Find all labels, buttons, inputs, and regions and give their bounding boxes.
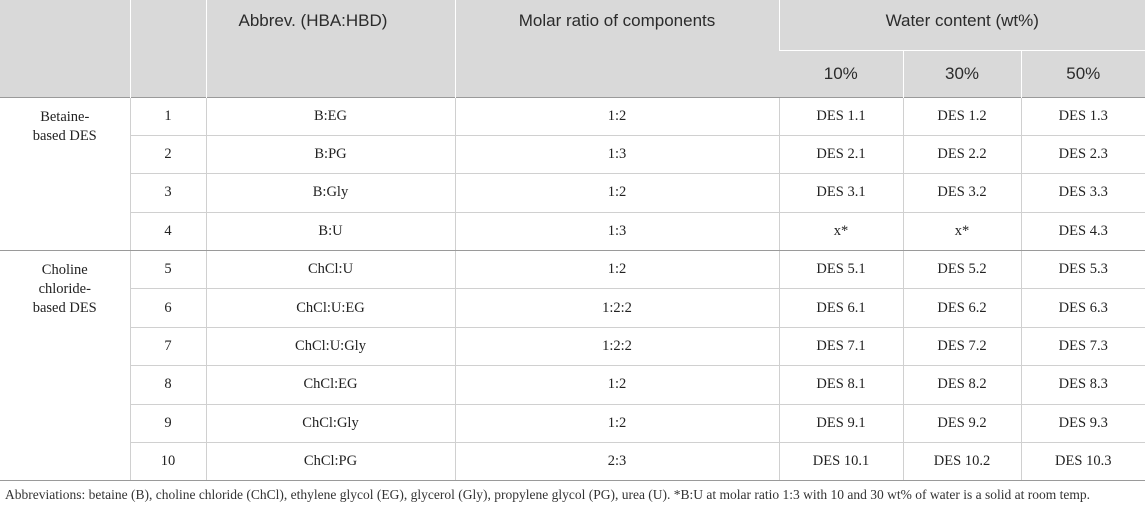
row-number: 4 — [129, 212, 206, 252]
table-row: Choline chloride- based DES 5 ChCl:U 1:2… — [0, 250, 1145, 482]
row-ratio: 1:3 — [454, 212, 779, 252]
group-label-betaine: Betaine- based DES — [0, 96, 130, 252]
row-w10: x* — [778, 212, 903, 252]
row-ratio: 1:2 — [454, 404, 779, 444]
header-water-30: 30% — [902, 49, 1021, 97]
row-number: 2 — [129, 135, 206, 175]
row-ratio: 1:3 — [454, 135, 779, 175]
row-w30: DES 6.2 — [902, 288, 1021, 328]
table-row: 9 ChCl:Gly 1:2 DES 9.1 DES 9.2 DES 9.3 — [0, 404, 1145, 444]
group-label-line: Betaine- — [40, 108, 90, 125]
group-label-choline-chloride: Choline chloride- based DES — [0, 250, 130, 482]
row-w30: DES 1.2 — [902, 96, 1021, 136]
row-w30: DES 5.2 — [902, 250, 1021, 290]
row-number: 5 — [129, 250, 206, 290]
row-w50: DES 10.3 — [1020, 442, 1145, 482]
row-abbrev: ChCl:Gly — [205, 404, 455, 444]
row-w50: DES 7.3 — [1020, 327, 1145, 367]
row-abbrev: B:Gly — [205, 173, 455, 213]
header-water-50: 50% — [1020, 49, 1145, 97]
row-w30: DES 10.2 — [902, 442, 1021, 482]
row-w10: DES 6.1 — [778, 288, 903, 328]
row-w10: DES 7.1 — [778, 327, 903, 367]
header-molar-ratio: Molar ratio of components — [454, 0, 779, 97]
group-label-line: Choline — [41, 262, 88, 279]
header-water-10: 10% — [779, 49, 903, 97]
row-abbrev: ChCl:U:Gly — [205, 327, 455, 367]
row-w50: DES 9.3 — [1020, 404, 1145, 444]
row-w30: DES 7.2 — [902, 327, 1021, 367]
row-abbrev: ChCl:EG — [205, 365, 455, 405]
row-w50: DES 2.3 — [1020, 135, 1145, 175]
row-abbrev: ChCl:U — [205, 250, 455, 290]
table-footnote: Abbreviations: betaine (B), choline chlo… — [5, 487, 1090, 502]
row-abbrev: ChCl:PG — [205, 442, 455, 482]
row-ratio: 1:2 — [454, 96, 779, 136]
header-group-column — [0, 0, 130, 97]
row-number: 10 — [129, 442, 206, 482]
row-w10: DES 9.1 — [778, 404, 903, 444]
row-ratio: 1:2 — [454, 173, 779, 213]
table-row: Betaine- based DES 1 B:EG 1:2 DES 1.1 DE… — [0, 96, 1145, 252]
group-label-line: based DES — [32, 127, 97, 144]
row-number: 1 — [129, 96, 206, 136]
row-abbrev: B:EG — [205, 96, 455, 136]
header-abbrev: Abbrev. (HBA:HBD) — [205, 0, 455, 97]
row-w10: DES 8.1 — [778, 365, 903, 405]
row-w10: DES 2.1 — [778, 135, 903, 175]
row-w10: DES 1.1 — [778, 96, 903, 136]
row-ratio: 1:2 — [454, 365, 779, 405]
row-number: 8 — [129, 365, 206, 405]
row-w50: DES 3.3 — [1020, 173, 1145, 213]
row-w50: DES 5.3 — [1020, 250, 1145, 290]
header-number-column — [129, 0, 206, 97]
table-row: 2 B:PG 1:3 DES 2.1 DES 2.2 DES 2.3 — [0, 135, 1145, 175]
row-w10: DES 3.1 — [778, 173, 903, 213]
table-row: 3 B:Gly 1:2 DES 3.1 DES 3.2 DES 3.3 — [0, 173, 1145, 213]
table-header: Abbrev. (HBA:HBD) Molar ratio of compone… — [0, 0, 1145, 97]
row-ratio: 1:2:2 — [454, 288, 779, 328]
row-abbrev: ChCl:U:EG — [205, 288, 455, 328]
row-number: 6 — [129, 288, 206, 328]
row-ratio: 1:2:2 — [454, 327, 779, 367]
row-w10: DES 5.1 — [778, 250, 903, 290]
row-w50: DES 1.3 — [1020, 96, 1145, 136]
row-abbrev: B:PG — [205, 135, 455, 175]
table-body: Betaine- based DES 1 B:EG 1:2 DES 1.1 DE… — [0, 96, 1145, 482]
row-number: 9 — [129, 404, 206, 444]
table-row: 8 ChCl:EG 1:2 DES 8.1 DES 8.2 DES 8.3 — [0, 365, 1145, 405]
row-w30: x* — [902, 212, 1021, 252]
des-composition-table: Abbrev. (HBA:HBD) Molar ratio of compone… — [0, 0, 1145, 482]
group-label-line: chloride- — [38, 281, 91, 298]
row-w30: DES 2.2 — [902, 135, 1021, 175]
row-number: 3 — [129, 173, 206, 213]
row-w50: DES 4.3 — [1020, 212, 1145, 252]
row-number: 7 — [129, 327, 206, 367]
row-ratio: 1:2 — [454, 250, 779, 290]
table-row: 10 ChCl:PG 2:3 DES 10.1 DES 10.2 DES 10.… — [0, 442, 1145, 482]
group-label-line: based DES — [32, 300, 97, 317]
row-abbrev: B:U — [205, 212, 455, 252]
row-w30: DES 9.2 — [902, 404, 1021, 444]
row-w50: DES 8.3 — [1020, 365, 1145, 405]
table-row: 4 B:U 1:3 x* x* DES 4.3 — [0, 212, 1145, 252]
header-water-content: Water content (wt%) — [778, 0, 1145, 50]
table-row: 6 ChCl:U:EG 1:2:2 DES 6.1 DES 6.2 DES 6.… — [0, 288, 1145, 328]
row-w10: DES 10.1 — [778, 442, 903, 482]
row-ratio: 2:3 — [454, 442, 779, 482]
table-row: 7 ChCl:U:Gly 1:2:2 DES 7.1 DES 7.2 DES 7… — [0, 327, 1145, 367]
row-w30: DES 3.2 — [902, 173, 1021, 213]
row-w30: DES 8.2 — [902, 365, 1021, 405]
row-w50: DES 6.3 — [1020, 288, 1145, 328]
